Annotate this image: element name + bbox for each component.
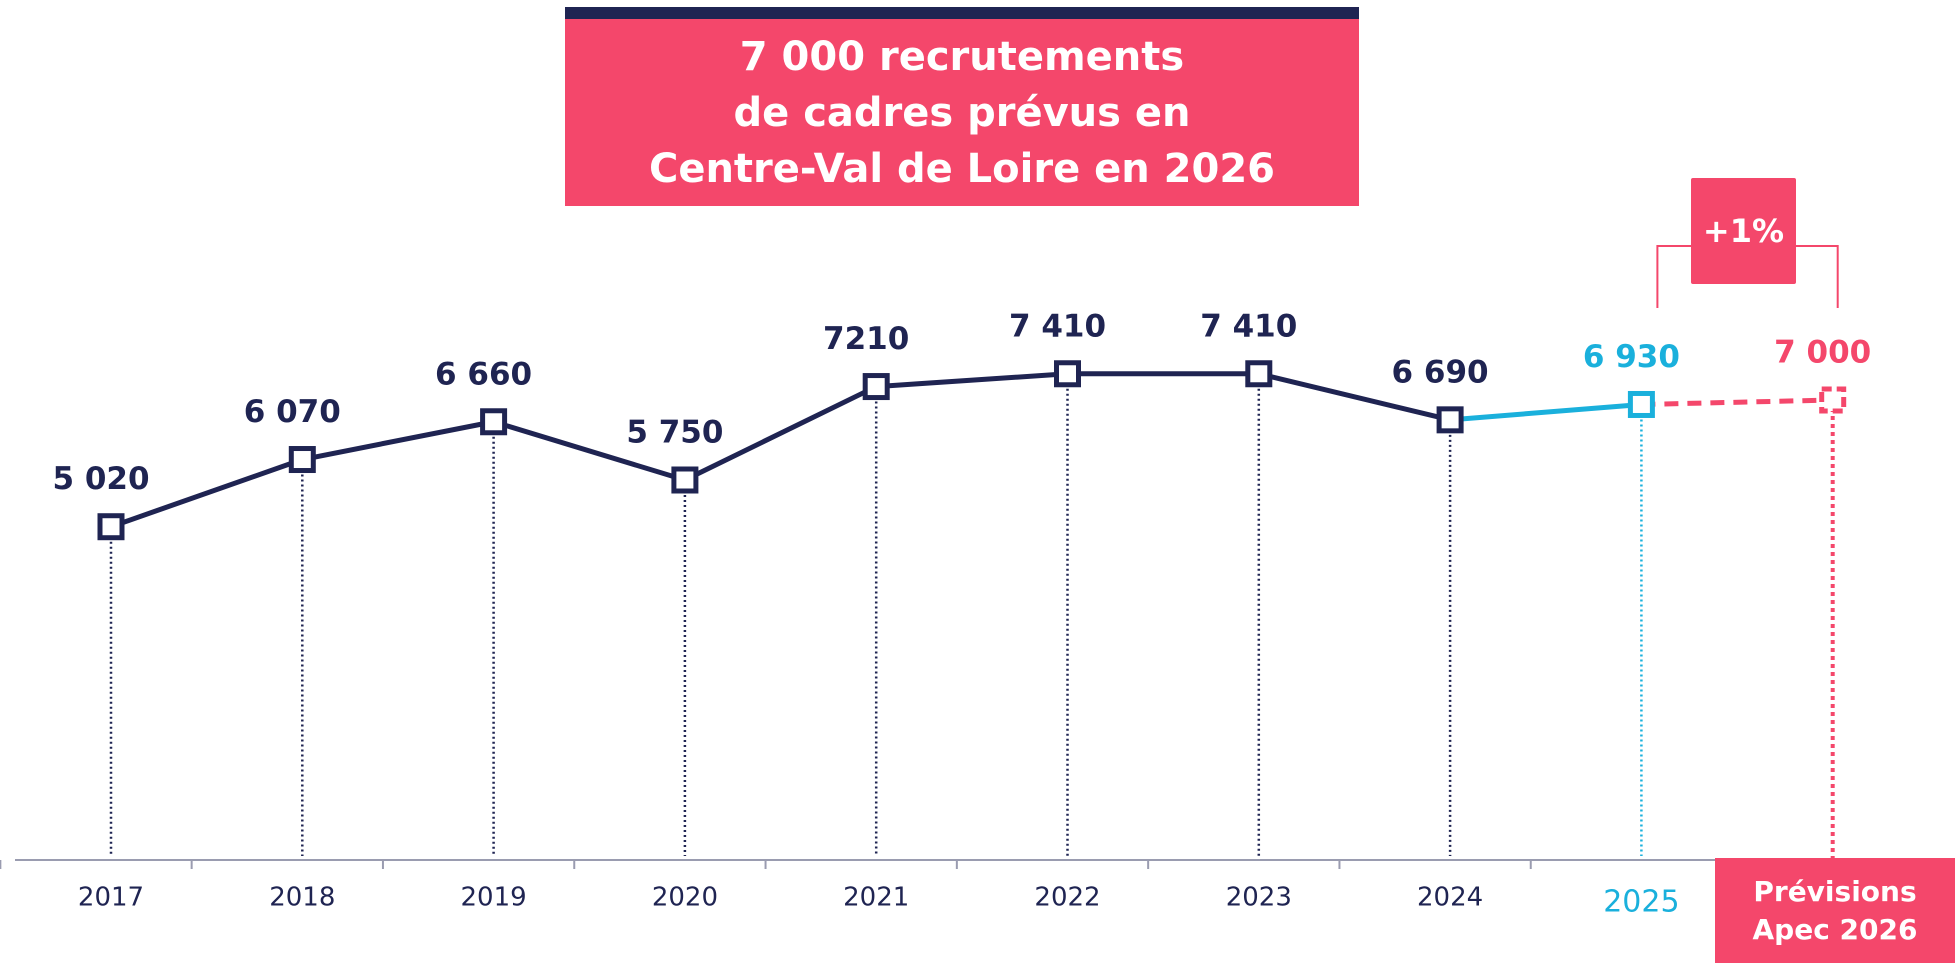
- value-label: 7210: [823, 321, 909, 357]
- marker: [671, 466, 699, 494]
- chart-title: 7 000 recrutements de cadres prévus en C…: [565, 7, 1359, 206]
- annotation: +1%: [1691, 178, 1796, 284]
- value-label: 6 930: [1583, 339, 1680, 375]
- line-segment: [1641, 397, 1833, 407]
- value-label: 6 660: [435, 356, 532, 392]
- marker: [288, 446, 316, 474]
- x-tick-label: 2017: [78, 883, 144, 913]
- marker: [862, 373, 890, 401]
- marker: [97, 513, 125, 541]
- value-label: 6 690: [1392, 354, 1489, 390]
- x-tick-label: 2018: [269, 883, 335, 913]
- x-tick-label: 2019: [461, 883, 527, 913]
- marker: [1819, 386, 1847, 414]
- title-line: Centre-Val de Loire en 2026: [648, 145, 1276, 192]
- x-tick-label: 2020: [652, 883, 718, 913]
- x-tick-label: 2023: [1226, 883, 1292, 913]
- value-label: 5 750: [626, 415, 723, 451]
- line-segment: [1449, 401, 1642, 423]
- x-tick-label: Prévisions Apec 2026: [1715, 858, 1955, 963]
- bracket: [1656, 245, 1839, 308]
- value-label: 7 410: [1200, 308, 1297, 344]
- value-label: 6 070: [244, 394, 341, 430]
- marker: [480, 408, 508, 436]
- marker: [1436, 406, 1464, 434]
- marker: [1627, 390, 1655, 418]
- title-line: 7 000 recrutements: [739, 33, 1185, 80]
- marker: [1245, 360, 1273, 388]
- x-tick-label: 2022: [1034, 883, 1100, 913]
- title-line: de cadres prévus en: [733, 89, 1191, 136]
- value-label: 5 020: [52, 461, 149, 497]
- value-label: 7 410: [1009, 308, 1106, 344]
- x-tick-label: 2021: [843, 883, 909, 913]
- x-tick-label: 2025: [1603, 885, 1679, 920]
- value-label: 7 000: [1774, 335, 1871, 371]
- marker: [1054, 360, 1081, 388]
- x-tick-label: 2024: [1417, 883, 1483, 913]
- line: [110, 371, 1451, 530]
